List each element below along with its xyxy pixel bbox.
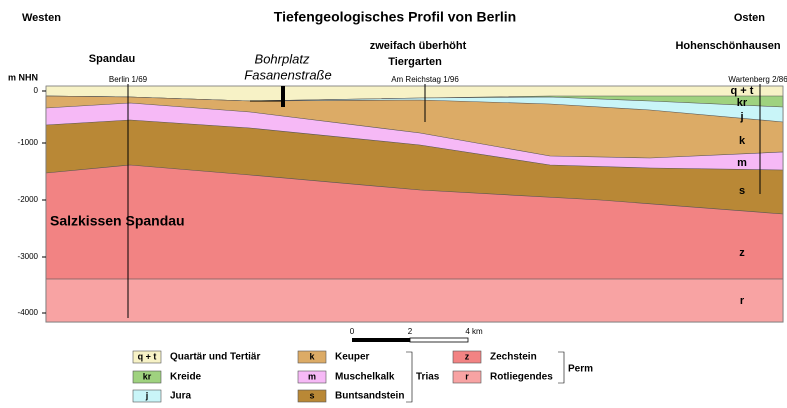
axis-unit: m NHN: [8, 72, 38, 82]
depth-label: 0: [34, 86, 39, 95]
place: Tiergarten: [388, 56, 442, 68]
legend-label: Jura: [170, 391, 192, 402]
layer-label: z: [739, 247, 745, 259]
layer-label: kr: [737, 97, 748, 109]
section: [46, 86, 783, 322]
legend-code: m: [308, 371, 316, 381]
layer-label: s: [739, 185, 745, 197]
exaggeration: zweifach überhöht: [370, 40, 467, 52]
legend-label: Kreide: [170, 372, 202, 383]
scale-segment: [352, 338, 410, 342]
legend-code: z: [465, 351, 470, 361]
title: Tiefengeologisches Profil von Berlin: [274, 9, 516, 25]
layer-label: m: [737, 157, 747, 169]
depth-label: -3000: [18, 252, 39, 261]
place: Fasanenstraße: [244, 67, 331, 82]
legend-label: Muschelkalk: [335, 372, 395, 383]
legend-code: q + t: [138, 351, 157, 361]
legend-label: Zechstein: [490, 352, 537, 363]
group-label: Trias: [416, 372, 440, 383]
group-label: Perm: [568, 364, 593, 375]
place: Spandau: [89, 53, 135, 65]
scale-segment: [410, 338, 468, 342]
scale-label: 2: [408, 327, 413, 336]
legend-code: s: [309, 390, 314, 400]
depth-label: -1000: [18, 138, 39, 147]
layer-label: j: [739, 111, 743, 123]
well-label: Am Reichstag 1/96: [391, 75, 459, 84]
west-label: Westen: [22, 12, 61, 24]
well-label: Wartenberg 2/86: [728, 75, 787, 84]
place: Bohrplatz: [255, 51, 310, 66]
legend-label: Rotliegendes: [490, 372, 553, 383]
scale-label: 4 km: [465, 327, 483, 336]
legend-code: kr: [143, 371, 152, 381]
layer-label: r: [740, 295, 745, 307]
legend-code: j: [145, 390, 149, 400]
layer-r: [46, 279, 783, 322]
scale-label: 0: [350, 327, 355, 336]
legend-label: Quartär und Tertiär: [170, 352, 260, 363]
legend-label: Keuper: [335, 352, 370, 363]
layer-label: q + t: [731, 85, 754, 97]
depth-label: -2000: [18, 195, 39, 204]
legend-code: r: [465, 371, 469, 381]
well-label: Berlin 1/69: [109, 75, 148, 84]
place: Hohenschönhausen: [675, 40, 780, 52]
east-label: Osten: [734, 12, 765, 24]
legend-label: Buntsandstein: [335, 391, 404, 402]
layer-label: k: [739, 135, 746, 147]
depth-label: -4000: [18, 308, 39, 317]
geologic-profile: Westen Tiefengeologisches Profil von Ber…: [0, 0, 787, 408]
salt-label: Salzkissen Spandau: [50, 213, 185, 229]
